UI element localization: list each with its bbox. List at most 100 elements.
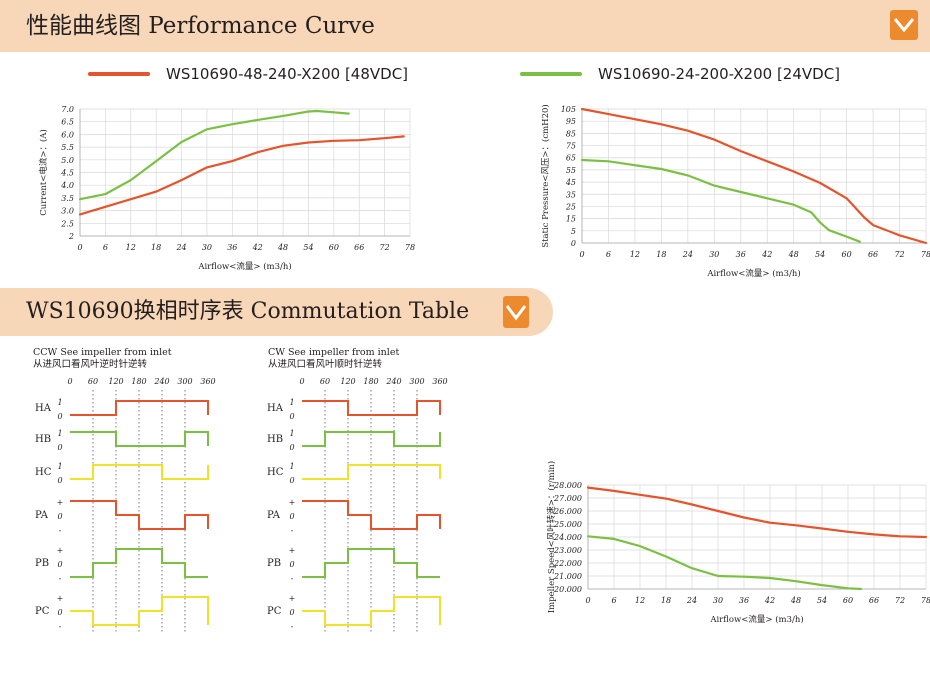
level-label: 1 (57, 462, 62, 471)
x-tick-label: 36 (227, 243, 237, 252)
x-tick-label: 54 (815, 250, 825, 259)
x-tick-label: 42 (252, 243, 263, 252)
y-tick-label: 0 (571, 239, 576, 248)
y-tick-label: 55 (566, 166, 576, 175)
y-tick-label: 4.0 (60, 181, 74, 190)
y-tick-label: 65 (566, 154, 576, 163)
angle-tick-label: 360 (432, 377, 447, 386)
angle-tick-label: 0 (67, 377, 72, 386)
level-label: 0 (289, 512, 294, 521)
x-axis-label: Airflow<流量> (m3/h) (709, 614, 803, 625)
ccw-table-title: CCW See impeller from inlet 从进风口看风叶逆时针逆转 (33, 347, 172, 371)
x-tick-label: 72 (380, 243, 390, 252)
waveform-pb (70, 548, 208, 578)
angle-tick-label: 360 (200, 377, 215, 386)
y-tick-label: 5.0 (61, 156, 74, 165)
series-line-ws10690-48-240-x200-48vdc (78, 135, 405, 216)
level-label: - (291, 622, 294, 631)
y-tick-label: 25.000 (553, 520, 582, 529)
signal-label-pa: PA (35, 510, 49, 521)
y-tick-label: 26.000 (553, 507, 582, 516)
x-tick-label: 24 (682, 250, 693, 259)
x-tick-label: 54 (303, 243, 313, 252)
level-label: - (59, 622, 62, 631)
y-tick-label: 2.5 (60, 219, 74, 228)
waveform-pa (70, 500, 209, 530)
x-tick-label: 48 (788, 250, 799, 259)
waveform-hb (70, 431, 209, 447)
signal-label-hc: HC (35, 467, 52, 478)
y-tick-label: 5.5 (61, 143, 74, 152)
angle-tick-label: 120 (340, 377, 355, 386)
x-tick-label: 60 (842, 250, 852, 259)
x-tick-label: 78 (921, 250, 930, 259)
waveform-hc (70, 464, 209, 480)
static-pressure-chart: 0 6 12 18 24 30 36 42 48 54 60 66 72 78 0 5 15 25 35 45 55 65… (540, 104, 930, 279)
x-tick-label: 66 (869, 596, 879, 605)
legend-label-48vdc: WS10690-48-240-X200 [48VDC] (166, 65, 409, 83)
legend-label-24vdc: WS10690-24-200-X200 [24VDC] (598, 65, 841, 83)
x-tick-label: 78 (921, 596, 930, 605)
angle-tick-label: 180 (131, 377, 146, 386)
waveform-pc (302, 596, 441, 626)
signal-label-hb: HB (35, 434, 51, 445)
angle-tick-label: 120 (108, 377, 123, 386)
grid-lines (79, 108, 411, 237)
x-tick-label: 48 (790, 596, 801, 605)
level-label: 1 (289, 429, 294, 438)
x-tick-label: 0 (585, 596, 590, 605)
chevron-down-icon (503, 296, 529, 328)
waveform-pb (302, 548, 440, 578)
x-tick-label: 12 (126, 243, 136, 252)
level-label: 1 (289, 462, 294, 471)
grid-lines (581, 108, 927, 244)
waveform-hb (302, 431, 441, 447)
level-label: + (57, 594, 64, 603)
level-label: + (289, 546, 296, 555)
waveform-pc (70, 596, 209, 626)
y-tick-label: 45 (565, 178, 576, 187)
y-tick-label: 95 (566, 117, 576, 126)
y-axis-label: Current<电流>：(A) (38, 129, 49, 216)
legend-swatch-48vdc (88, 72, 150, 76)
y-tick-label: 2 (68, 232, 74, 241)
series-line-ws10690-48-240-x200-48vdc (586, 486, 928, 539)
signal-label-pc: PC (267, 606, 282, 617)
x-tick-label: 36 (736, 250, 746, 259)
y-tick-label: 35 (566, 190, 576, 199)
level-label: 0 (289, 443, 294, 452)
y-tick-label: 23.000 (553, 546, 582, 555)
level-label: 1 (289, 398, 294, 407)
x-tick-label: 6 (103, 243, 108, 252)
x-tick-label: 72 (895, 596, 905, 605)
y-tick-label: 25 (565, 202, 576, 211)
x-tick-label: 18 (656, 250, 666, 259)
angle-tick-label: 240 (153, 377, 169, 386)
level-label: 0 (57, 608, 62, 617)
level-label: 0 (57, 443, 62, 452)
x-tick-label: 18 (151, 243, 161, 252)
level-label: - (59, 574, 62, 583)
y-tick-label: 3.5 (61, 194, 74, 203)
waveform-pa (302, 500, 441, 530)
level-label: - (291, 574, 294, 583)
signal-label-hc: HC (267, 467, 284, 478)
x-tick-label: 42 (764, 596, 775, 605)
y-tick-label: 24.000 (553, 533, 582, 542)
x-tick-label: 6 (606, 250, 611, 259)
x-tick-label: 18 (661, 596, 671, 605)
series-line-ws10690-24-200-x200-24vdc (78, 109, 350, 201)
x-tick-label: 36 (739, 596, 749, 605)
commutation-table-banner: WS10690换相时序表 Commutation Table (0, 288, 553, 336)
x-tick-label: 72 (894, 250, 904, 259)
performance-curve-title: 性能曲线图 Performance Curve (26, 13, 375, 39)
level-label: 0 (289, 560, 294, 569)
level-label: 0 (289, 608, 294, 617)
series-line-ws10690-24-200-x200-24vdc (580, 158, 861, 243)
cw-timing-diagram: 0 60 120 180 240 300 360 HA 1 0 HB 1 0 HC 1 0 PA +0 - PB +0 -… (267, 377, 448, 634)
level-label: + (289, 594, 296, 603)
level-label: + (289, 498, 296, 507)
level-label: 0 (289, 476, 294, 485)
x-tick-label: 30 (709, 250, 719, 259)
y-tick-label: 28.000 (553, 481, 582, 490)
